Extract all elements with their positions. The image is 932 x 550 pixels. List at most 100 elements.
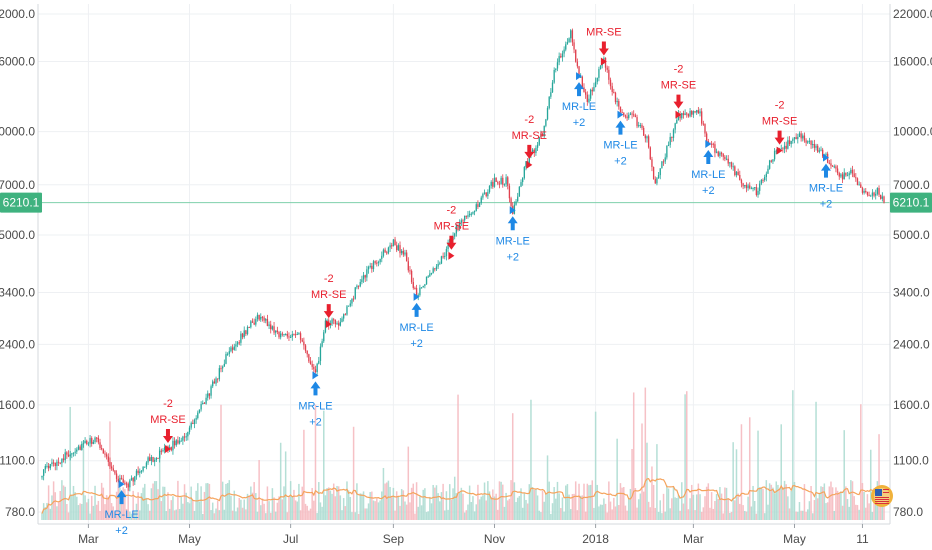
candle-body[interactable] xyxy=(591,89,593,92)
candle-body[interactable] xyxy=(260,316,262,320)
candle-body[interactable] xyxy=(77,446,80,450)
candle-body[interactable] xyxy=(697,110,700,114)
candle-body[interactable] xyxy=(182,436,184,441)
candle-body[interactable] xyxy=(130,478,133,481)
candle-body[interactable] xyxy=(221,366,224,369)
candle-body[interactable] xyxy=(561,53,564,58)
candle-body[interactable] xyxy=(563,49,565,54)
candle-body[interactable] xyxy=(520,182,522,187)
candle-body[interactable] xyxy=(430,273,433,275)
candle-body[interactable] xyxy=(100,448,103,450)
candle-body[interactable] xyxy=(503,184,506,186)
candle-body[interactable] xyxy=(594,81,597,87)
candle-body[interactable] xyxy=(147,457,149,463)
candle-body[interactable] xyxy=(417,295,419,297)
candle-body[interactable] xyxy=(568,38,570,43)
candle-body[interactable] xyxy=(422,285,424,288)
candle-body[interactable] xyxy=(203,402,206,404)
candle-body[interactable] xyxy=(666,145,668,158)
candle-body[interactable] xyxy=(200,404,202,410)
candle-body[interactable] xyxy=(324,320,327,333)
candle-body[interactable] xyxy=(245,330,247,335)
candle-body[interactable] xyxy=(750,188,753,190)
candle-body[interactable] xyxy=(556,62,559,69)
candle-body[interactable] xyxy=(397,245,400,251)
candle-body[interactable] xyxy=(836,168,839,174)
candle-body[interactable] xyxy=(125,483,128,485)
candle-body[interactable] xyxy=(89,438,91,444)
candle-body[interactable] xyxy=(802,135,804,139)
candle-body[interactable] xyxy=(652,166,655,180)
candle-body[interactable] xyxy=(371,265,373,270)
candle-body[interactable] xyxy=(289,337,292,339)
candle-body[interactable] xyxy=(483,192,486,194)
candle-body[interactable] xyxy=(331,319,333,324)
candle-body[interactable] xyxy=(876,188,879,194)
candle-body[interactable] xyxy=(374,261,376,263)
candle-body[interactable] xyxy=(96,437,98,439)
candle-body[interactable] xyxy=(846,175,849,177)
candle-body[interactable] xyxy=(517,196,519,202)
candle-body[interactable] xyxy=(409,270,411,272)
candle-body[interactable] xyxy=(548,96,550,109)
candle-body[interactable] xyxy=(84,440,86,444)
candle-body[interactable] xyxy=(241,333,244,338)
candle-body[interactable] xyxy=(676,119,678,124)
candle-body[interactable] xyxy=(342,314,345,319)
candle-body[interactable] xyxy=(584,92,587,95)
candle-body[interactable] xyxy=(835,166,837,169)
candle-body[interactable] xyxy=(822,149,824,157)
candle-body[interactable] xyxy=(69,454,71,457)
candle-body[interactable] xyxy=(838,173,840,177)
candle-body[interactable] xyxy=(263,317,265,321)
candle-body[interactable] xyxy=(704,123,706,134)
candle-body[interactable] xyxy=(691,110,693,115)
candle-body[interactable] xyxy=(788,140,791,145)
candle-body[interactable] xyxy=(583,87,585,93)
candle-body[interactable] xyxy=(66,452,68,455)
candle-body[interactable] xyxy=(841,174,844,180)
candle-body[interactable] xyxy=(551,82,554,93)
candle-body[interactable] xyxy=(677,114,680,120)
candle-body[interactable] xyxy=(284,333,287,335)
candle-body[interactable] xyxy=(644,135,646,139)
candle-body[interactable] xyxy=(326,320,328,322)
candle-body[interactable] xyxy=(598,69,600,78)
candle-body[interactable] xyxy=(192,422,194,425)
candle-body[interactable] xyxy=(866,191,869,195)
candle-body[interactable] xyxy=(306,350,308,355)
candle-body[interactable] xyxy=(810,140,812,145)
candle-body[interactable] xyxy=(442,256,444,258)
candle-body[interactable] xyxy=(183,436,186,438)
candle-body[interactable] xyxy=(432,268,434,274)
candle-body[interactable] xyxy=(117,478,119,481)
candle-body[interactable] xyxy=(62,458,65,461)
candle-body[interactable] xyxy=(177,440,179,444)
candle-body[interactable] xyxy=(301,339,303,342)
candle-body[interactable] xyxy=(410,270,413,283)
candle-body[interactable] xyxy=(162,450,164,452)
candle-body[interactable] xyxy=(793,137,796,140)
candle-body[interactable] xyxy=(346,306,348,315)
candle-body[interactable] xyxy=(770,160,772,162)
candle-body[interactable] xyxy=(357,285,360,287)
candle-body[interactable] xyxy=(139,471,141,474)
candle-body[interactable] xyxy=(235,344,237,347)
candle-body[interactable] xyxy=(321,341,323,347)
candle-body[interactable] xyxy=(765,173,767,178)
candle-body[interactable] xyxy=(377,262,380,264)
candle-body[interactable] xyxy=(401,250,403,254)
candle-body[interactable] xyxy=(505,177,507,185)
candle-body[interactable] xyxy=(727,158,729,164)
candle-body[interactable] xyxy=(724,156,726,160)
candle-body[interactable] xyxy=(323,332,325,342)
candle-body[interactable] xyxy=(72,452,75,454)
candle-body[interactable] xyxy=(447,242,449,249)
candle-body[interactable] xyxy=(463,215,466,221)
candle-body[interactable] xyxy=(528,155,530,164)
candle-body[interactable] xyxy=(485,192,487,197)
candle-body[interactable] xyxy=(550,92,552,97)
candle-body[interactable] xyxy=(523,167,525,178)
candle-body[interactable] xyxy=(359,282,361,287)
candle-body[interactable] xyxy=(881,196,884,199)
